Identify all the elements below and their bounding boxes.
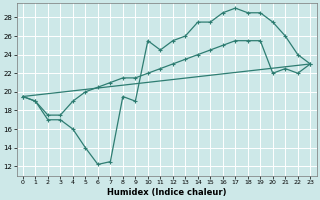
X-axis label: Humidex (Indice chaleur): Humidex (Indice chaleur) [107,188,226,197]
